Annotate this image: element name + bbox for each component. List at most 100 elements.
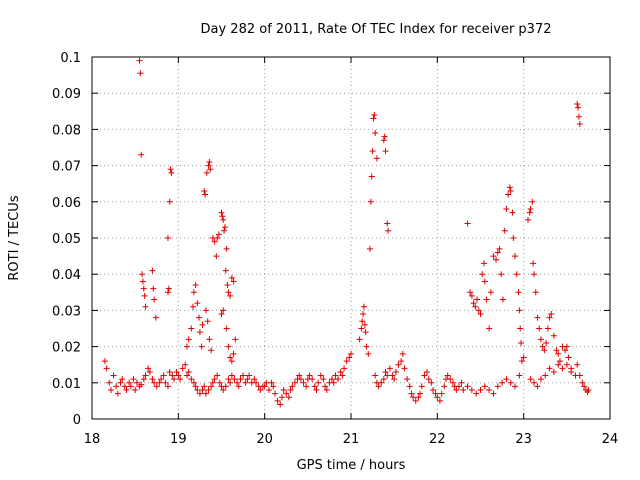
data-point <box>526 209 533 216</box>
data-point <box>556 358 563 365</box>
data-point <box>149 267 156 274</box>
data-point <box>213 253 220 260</box>
data-point <box>380 376 387 383</box>
data-point <box>360 303 367 310</box>
data-point <box>289 383 296 390</box>
data-point <box>171 376 178 383</box>
data-point <box>320 376 327 383</box>
data-point <box>455 383 462 390</box>
data-point <box>544 325 551 332</box>
data-point <box>468 387 475 394</box>
data-point <box>517 325 524 332</box>
data-point <box>539 343 546 350</box>
data-point <box>228 372 235 379</box>
data-point <box>223 325 230 332</box>
data-point <box>277 401 284 408</box>
data-point <box>534 314 541 321</box>
data-point <box>346 354 353 361</box>
data-point <box>585 387 592 394</box>
data-point <box>555 361 562 368</box>
data-point <box>537 336 544 343</box>
data-point <box>363 343 370 350</box>
data-point <box>428 379 435 386</box>
data-point <box>303 383 310 390</box>
data-point <box>323 387 330 394</box>
data-point <box>202 191 209 198</box>
data-point <box>575 104 582 111</box>
data-point <box>182 361 189 368</box>
data-point <box>493 256 500 263</box>
data-point <box>287 387 294 394</box>
data-point <box>194 387 201 394</box>
data-point <box>265 387 272 394</box>
data-point <box>553 347 560 354</box>
data-point <box>490 390 497 397</box>
data-point <box>579 379 586 386</box>
data-point <box>515 289 522 296</box>
data-point <box>541 347 548 354</box>
y-tick-label: 0.02 <box>52 341 81 356</box>
data-point <box>322 383 329 390</box>
y-axis-label: ROTI / TECUs <box>7 195 22 280</box>
data-point <box>166 198 173 205</box>
data-point <box>142 372 149 379</box>
data-point <box>141 292 148 299</box>
data-point <box>313 387 320 394</box>
data-point <box>530 260 537 267</box>
data-point <box>160 372 167 379</box>
data-point <box>117 379 124 386</box>
data-point <box>550 368 557 375</box>
data-point <box>121 383 128 390</box>
data-point <box>381 133 388 140</box>
data-point <box>505 191 512 198</box>
y-tick-label: 0.09 <box>52 87 81 102</box>
x-tick-label: 20 <box>256 432 273 447</box>
data-point <box>360 311 367 318</box>
data-point <box>194 300 201 307</box>
data-point <box>300 379 307 386</box>
data-point <box>101 358 108 365</box>
data-point <box>335 376 342 383</box>
data-point <box>362 329 369 336</box>
data-point <box>297 376 304 383</box>
data-point <box>481 383 488 390</box>
data-point <box>366 245 373 252</box>
data-point <box>164 289 171 296</box>
data-point <box>389 372 396 379</box>
data-point <box>576 120 583 127</box>
data-point <box>361 321 368 328</box>
data-point <box>196 314 203 321</box>
data-point <box>283 390 290 397</box>
data-point <box>563 361 570 368</box>
data-point <box>536 325 543 332</box>
data-point <box>133 379 140 386</box>
data-point <box>550 332 557 339</box>
data-point <box>395 361 402 368</box>
data-point <box>380 137 387 144</box>
data-point <box>339 372 346 379</box>
data-point <box>185 368 192 375</box>
x-tick-label: 24 <box>602 432 619 447</box>
y-tick-label: 0.07 <box>52 160 81 175</box>
data-point <box>359 318 366 325</box>
data-point <box>103 365 110 372</box>
data-point <box>221 227 228 234</box>
data-point <box>406 383 413 390</box>
data-point <box>441 383 448 390</box>
data-point <box>365 350 372 357</box>
data-point <box>231 376 238 383</box>
data-point <box>130 376 137 383</box>
data-point <box>368 173 375 180</box>
data-point <box>188 325 195 332</box>
data-point <box>315 379 322 386</box>
data-point <box>221 224 228 231</box>
data-point <box>227 354 234 361</box>
data-point <box>132 387 139 394</box>
data-point <box>512 383 519 390</box>
data-point <box>199 321 206 328</box>
data-point <box>268 379 275 386</box>
x-tick-label: 21 <box>343 432 360 447</box>
data-point <box>503 206 510 213</box>
data-point <box>404 376 411 383</box>
data-point <box>449 379 456 386</box>
